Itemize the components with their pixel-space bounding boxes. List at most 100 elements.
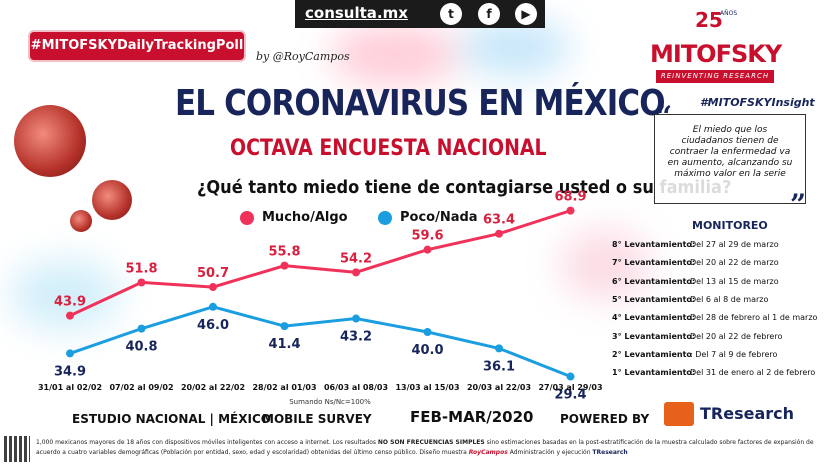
bg-splash-red [330, 25, 460, 85]
monitoreo-row: 6° Levantamiento:Del 13 al 15 de marzo [612, 277, 779, 286]
virus-image-large [14, 105, 86, 177]
monitoreo-row-value: Del 20 al 22 de marzo [690, 258, 779, 268]
bg-splash-pink [560, 230, 650, 300]
bg-splash-blue [460, 20, 570, 75]
data-label: 43.9 [54, 295, 86, 310]
monitoreo-row: 4° Levantamiento:Del 28 de febrero al 1 … [612, 313, 817, 322]
data-point [280, 261, 289, 270]
monitoreo-row-label: 6° Levantamiento: [612, 276, 696, 286]
top-bar: consulta.mx t f ▶ [295, 0, 545, 28]
site-link[interactable]: consulta.mx [305, 4, 408, 22]
x-tick-label: 27/03 al 29/03 [538, 383, 602, 392]
monitoreo-row-label: 7° Levantamiento: [612, 258, 696, 268]
footnote-part-f: TResearch [592, 449, 628, 456]
data-label: 29.4 [554, 388, 586, 403]
legend-poco-swatch [378, 211, 392, 225]
x-tick-label: 20/02 al 22/02 [181, 383, 245, 392]
page-subtitle: OCTAVA ENCUESTA NACIONAL [230, 136, 547, 161]
data-label: 36.1 [483, 359, 515, 374]
virus-image-medium [92, 180, 132, 220]
data-point [495, 229, 503, 238]
bg-splash-cyan [10, 260, 120, 330]
series-line-0 [69, 209, 571, 317]
twitter-icon[interactable]: t [440, 3, 462, 25]
series-line-1 [69, 305, 572, 378]
logo-brand: MITOFSKY [650, 40, 782, 68]
monitoreo-row-label: 8° Levantamiento: [612, 240, 696, 249]
monitoreo-row-label: 5° Levantamiento: [612, 294, 696, 304]
footnote-part-d: RoyCampos [468, 449, 508, 456]
data-point [566, 206, 575, 215]
virus-image-small [70, 210, 92, 232]
data-point [209, 283, 217, 292]
x-tick-label: 06/03 al 08/03 [324, 383, 388, 392]
insight-title: #MITOFSKYInsight [700, 96, 815, 109]
footer-powered: POWERED BY [560, 412, 650, 426]
byline: by @RoyCampos [256, 50, 350, 63]
quote-open-icon: “ [656, 100, 673, 133]
data-point [66, 311, 74, 320]
data-label: 40.8 [125, 340, 157, 355]
hashtag-badge: #MITOFSKYDailyTrackingPoll [30, 32, 244, 60]
logo-slogan: REINVENTING RESEARCH [656, 70, 774, 83]
monitoreo-title: MONITOREO [692, 219, 768, 232]
data-label: 54.2 [340, 251, 372, 266]
monitoreo-row-label: 4° Levantamiento: [612, 313, 696, 323]
monitoreo-row-value: Del 28 de febrero al 1 de marzo [690, 313, 818, 323]
legend-mucho-label: Mucho/Algo [262, 210, 348, 225]
data-point [280, 322, 289, 331]
chart-question: ¿Qué tanto miedo tiene de contagiarse us… [197, 177, 732, 198]
data-label: 34.9 [54, 364, 86, 379]
x-tick-label: 31/01 al 02/02 [38, 383, 102, 392]
data-label: 51.8 [125, 261, 157, 276]
data-label: 55.8 [268, 245, 300, 260]
data-label: 50.7 [197, 266, 229, 281]
data-point [209, 302, 217, 311]
data-point [352, 314, 360, 323]
monitoreo-row-value: Del 6 al 8 de marzo [690, 294, 769, 304]
facebook-icon[interactable]: f [478, 3, 500, 25]
footnote: 1,000 mexicanos mayores de 18 años con d… [36, 438, 826, 458]
x-tick-label: 20/03 al 22/03 [467, 383, 531, 392]
footnote-part-a: 1,000 mexicanos mayores de 18 años con d… [36, 439, 378, 446]
monitoreo-row: 8° Levantamiento:Del 27 al 29 de marzo [612, 240, 779, 249]
legend-poco-label: Poco/Nada [400, 210, 478, 225]
monitoreo-row-value: Del 13 al 15 de marzo [690, 276, 779, 286]
footer-estudio: ESTUDIO NACIONAL | MÉXICO [72, 412, 271, 426]
logo-anios: 25 [695, 8, 723, 32]
data-point [495, 344, 503, 353]
monitoreo-row-label: 1° Levantamiento: [612, 368, 696, 378]
data-point [423, 245, 432, 254]
data-point [352, 268, 360, 277]
data-point [423, 328, 432, 336]
data-label: 68.9 [554, 190, 586, 205]
monitoreo-row-label: 2° Levantamiento [612, 349, 692, 359]
data-point [137, 278, 146, 287]
footer-survey: MOBILE SURVEY [262, 412, 372, 426]
monitoreo-row-value: : Del 7 al 9 de febrero [690, 349, 778, 359]
logo-anios-label: AÑOS [720, 10, 738, 17]
monitoreo-row: 5° Levantamiento:Del 6 al 8 de marzo [612, 295, 768, 304]
monitoreo-row: 1° Levantamiento:Del 31 de enero al 2 de… [612, 368, 815, 377]
data-label: 40.0 [411, 343, 443, 358]
tresearch-logo-icon [664, 402, 694, 426]
youtube-icon[interactable]: ▶ [515, 3, 537, 25]
data-label: 46.0 [197, 318, 229, 333]
data-point [137, 324, 146, 333]
footnote-part-e: Administración y ejecución [507, 449, 593, 456]
quote-close-icon: ” [790, 188, 807, 221]
data-point [66, 349, 74, 358]
page-title: EL CORONAVIRUS EN MÉXICO [175, 83, 666, 124]
mitofsky-logo: 25 AÑOS MITOFSKY REINVENTING RESEARCH [650, 6, 782, 84]
data-point [566, 372, 575, 381]
qr-code[interactable] [4, 436, 30, 462]
monitoreo-row: 3° Levantamiento:Del 20 al 22 de febrero [612, 332, 782, 341]
footnote-part-b: NO SON FRECUENCIAS SIMPLES [377, 439, 485, 446]
footnote-part-c: sino estimaciones basadas en la post-est… [36, 439, 814, 456]
hashtag-text: #MITOFSKYDailyTrackingPoll [30, 38, 244, 53]
monitoreo-row-value: Del 27 al 29 de marzo [690, 240, 779, 249]
x-tick-label: 13/03 al 15/03 [395, 383, 459, 392]
data-label: 63.4 [483, 213, 515, 228]
data-label: 43.2 [340, 330, 372, 345]
